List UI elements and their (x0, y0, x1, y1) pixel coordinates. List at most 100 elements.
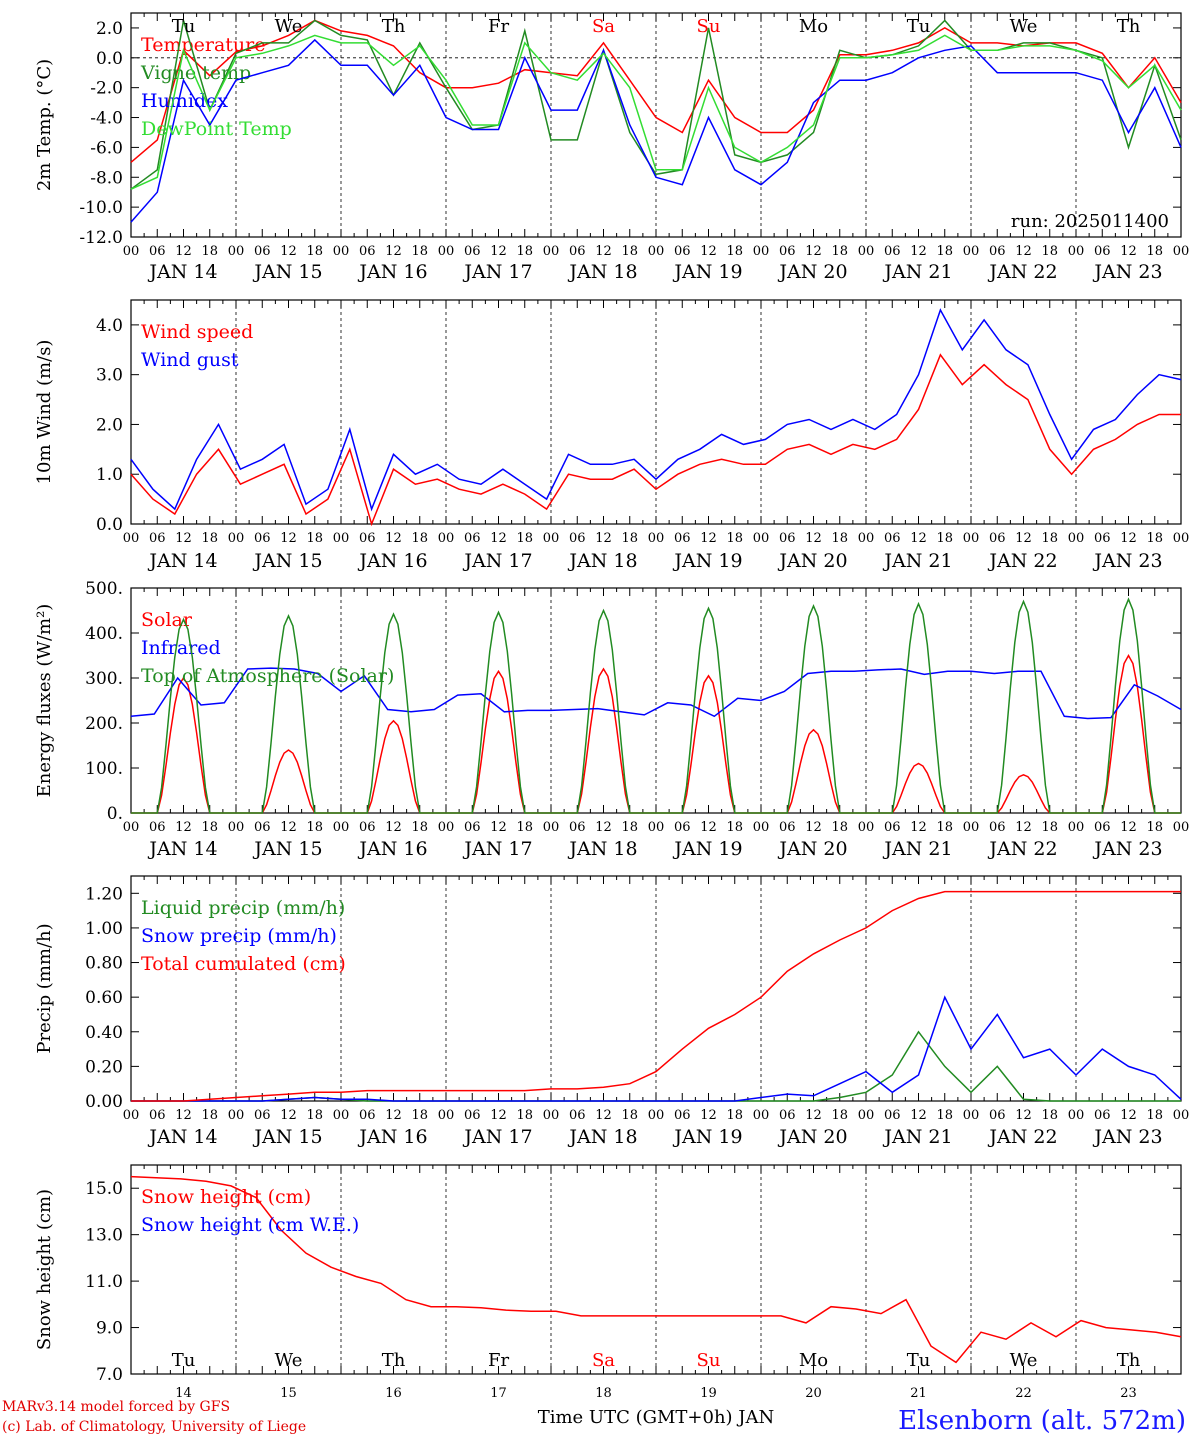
series-line-snow-precip-mm-h- (131, 995, 1182, 1102)
weekday-label: Su (697, 1350, 721, 1371)
lab-credit: (c) Lab. of Climatology, University of L… (2, 1419, 307, 1435)
weekday-label: Mo (799, 1350, 828, 1371)
hour-tick-label: 12 (280, 244, 297, 259)
hour-tick-label: 18 (726, 244, 743, 259)
hour-tick-label: 00 (963, 531, 980, 546)
hour-tick-label: 18 (1041, 820, 1058, 835)
hour-tick-label: 06 (884, 244, 901, 259)
weekday-label: We (275, 1350, 303, 1371)
weekday-label: Tu (907, 1350, 931, 1371)
model-credit: MARv3.14 model forced by GFS (2, 1399, 231, 1415)
day-label: JAN 22 (987, 838, 1057, 860)
hour-tick-label: 06 (674, 1108, 691, 1123)
hour-tick-label: 12 (1120, 244, 1137, 259)
hour-tick-label: 18 (201, 244, 218, 259)
y-tick-label: 200. (85, 714, 123, 734)
hour-tick-label: 00 (1173, 531, 1190, 546)
hour-tick-label: 06 (1094, 1108, 1111, 1123)
legend-entry: Liquid precip (mm/h) (141, 897, 345, 919)
hour-tick-label: 12 (490, 244, 507, 259)
hour-tick-label: 18 (1041, 244, 1058, 259)
hour-tick-label: 18 (1146, 820, 1163, 835)
day-number: 14 (175, 1386, 192, 1401)
y-tick-label: 1.20 (85, 884, 123, 904)
hour-tick-label: 06 (254, 820, 271, 835)
hour-tick-label: 18 (516, 820, 533, 835)
hour-tick-label: 12 (175, 820, 192, 835)
weekday-label: Th (1117, 1350, 1141, 1371)
hour-tick-label: 00 (648, 244, 665, 259)
hour-tick-label: 18 (936, 531, 953, 546)
hour-tick-label: 06 (359, 531, 376, 546)
day-label: JAN 23 (1092, 1126, 1162, 1148)
hour-tick-label: 12 (1120, 1108, 1137, 1123)
day-label: JAN 22 (987, 550, 1057, 572)
day-label: JAN 21 (882, 1126, 952, 1148)
hour-tick-label: 12 (280, 820, 297, 835)
hour-tick-label: 00 (1068, 244, 1085, 259)
y-tick-label: 13.0 (85, 1226, 123, 1246)
hour-tick-label: 12 (910, 820, 927, 835)
hour-tick-label: 12 (805, 820, 822, 835)
hour-tick-label: 00 (438, 820, 455, 835)
day-number: 19 (700, 1386, 717, 1401)
hour-tick-label: 00 (858, 820, 875, 835)
weekday-label: Th (382, 1350, 406, 1371)
day-label: JAN 15 (252, 838, 322, 860)
y-tick-label: -12.0 (79, 228, 123, 248)
hour-tick-label: 12 (1015, 1108, 1032, 1123)
y-tick-label: 0.0 (96, 49, 123, 69)
hour-tick-label: 18 (306, 244, 323, 259)
hour-tick-label: 12 (490, 820, 507, 835)
legend-entry: Top of Atmosphere (Solar) (141, 665, 394, 687)
day-label: JAN 22 (987, 261, 1057, 283)
hour-tick-label: 06 (989, 1108, 1006, 1123)
y-tick-label: 0.00 (85, 1092, 123, 1112)
hour-tick-label: 12 (175, 531, 192, 546)
hour-tick-label: 00 (333, 244, 350, 259)
weekday-label: Fr (488, 1350, 509, 1371)
hour-tick-label: 06 (359, 1108, 376, 1123)
legend-entry: Total cumulated (cm) (141, 953, 346, 975)
day-label: JAN 23 (1092, 550, 1162, 572)
y-tick-label: 7.0 (96, 1365, 123, 1385)
y-tick-label: 0.40 (85, 1023, 123, 1043)
hour-tick-label: 18 (411, 820, 428, 835)
hour-tick-label: 12 (1015, 531, 1032, 546)
hour-tick-label: 00 (1173, 1108, 1190, 1123)
hour-tick-label: 18 (936, 1108, 953, 1123)
hour-tick-label: 18 (726, 531, 743, 546)
hour-tick-label: 12 (700, 820, 717, 835)
hour-tick-label: 06 (569, 531, 586, 546)
hour-tick-label: 00 (333, 531, 350, 546)
hour-tick-label: 18 (306, 1108, 323, 1123)
hour-tick-label: 18 (1146, 1108, 1163, 1123)
day-label: JAN 18 (567, 261, 637, 283)
day-label: JAN 20 (777, 550, 847, 572)
hour-tick-label: 00 (858, 531, 875, 546)
hour-tick-label: 18 (201, 1108, 218, 1123)
day-label: JAN 19 (672, 550, 742, 572)
hour-tick-label: 00 (123, 820, 140, 835)
hour-tick-label: 12 (700, 1108, 717, 1123)
series-line-wind-gust (130, 308, 1182, 512)
day-label: JAN 16 (357, 261, 427, 283)
y-tick-label: 3.0 (96, 366, 123, 386)
hour-tick-label: 00 (543, 1108, 560, 1123)
hour-tick-label: 18 (1146, 244, 1163, 259)
hour-tick-label: 06 (464, 1108, 481, 1123)
series-line-vigne-temp (130, 19, 1182, 190)
day-number: 15 (280, 1386, 297, 1401)
y-tick-label: 500. (85, 579, 123, 599)
y-tick-label: 0. (107, 804, 123, 824)
hour-tick-label: 06 (674, 820, 691, 835)
hour-tick-label: 00 (1173, 244, 1190, 259)
hour-tick-label: 00 (228, 531, 245, 546)
hour-tick-label: 18 (726, 1108, 743, 1123)
hour-tick-label: 00 (333, 820, 350, 835)
y-tick-label: 0.80 (85, 954, 123, 974)
hour-tick-label: 00 (438, 531, 455, 546)
hour-tick-label: 06 (359, 244, 376, 259)
hour-tick-label: 18 (831, 244, 848, 259)
